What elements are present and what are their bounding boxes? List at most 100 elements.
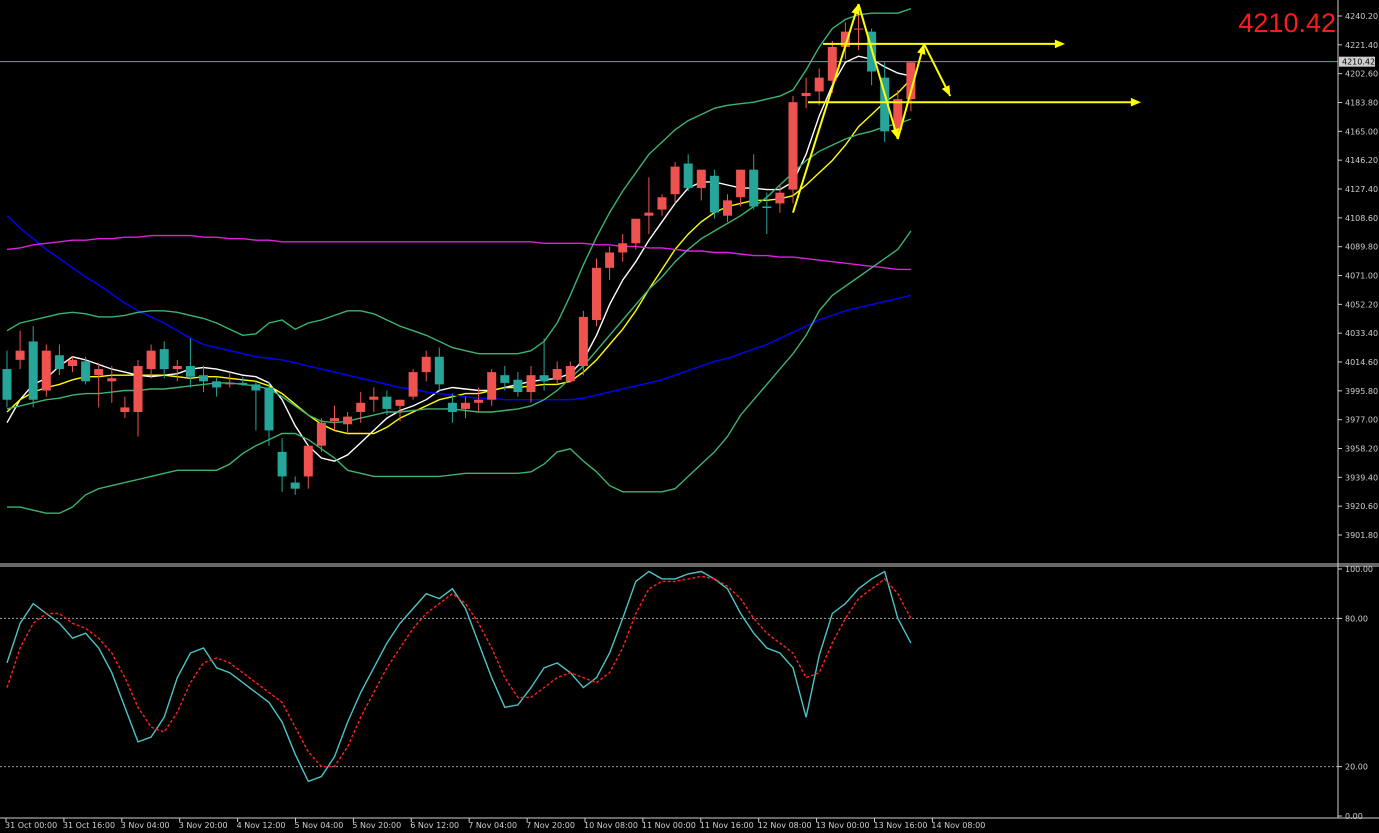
candle-body (762, 206, 772, 209)
candle-body (605, 252, 615, 268)
time-tick-label: 12 Nov 08:00 (758, 821, 812, 830)
projected-path-segment (896, 43, 925, 140)
candle-body (264, 387, 274, 431)
candle-body (54, 355, 64, 370)
time-tick-label: 13 Nov 00:00 (816, 821, 870, 830)
overlay-line-bollinger-4 (6, 7, 912, 355)
overlay-line-ma_slow-2 (6, 215, 912, 401)
oscillator-tick-label: 20.00 (1345, 763, 1368, 772)
current-price-marker-label: 4210.42 (1342, 58, 1375, 67)
time-tick-label: 7 Nov 04:00 (468, 821, 517, 830)
candle-body (28, 341, 38, 400)
candle-body (238, 382, 248, 385)
candle-body (814, 77, 824, 92)
price-tick-label: 4033.40 (1345, 329, 1378, 338)
arrow-head (1054, 39, 1065, 49)
time-tick-label: 11 Nov 00:00 (642, 821, 696, 830)
candle-body (408, 372, 418, 397)
candle-body (277, 451, 287, 477)
price-tick-label: 4146.20 (1345, 156, 1378, 165)
time-tick-label: 14 Nov 08:00 (931, 821, 985, 830)
arrow-head (941, 85, 951, 97)
arrow-head (1130, 97, 1141, 107)
candle-body (683, 163, 693, 189)
candle-body (644, 212, 654, 216)
arrow-head (890, 128, 900, 140)
price-tick-label: 4127.40 (1345, 185, 1378, 194)
candle-body (212, 381, 222, 388)
oscillator-tick-label: 80.00 (1345, 614, 1368, 623)
candle-body (199, 375, 208, 382)
price-tick-label: 4052.20 (1345, 300, 1378, 309)
candle-body (421, 356, 431, 373)
price-tick-label: 4221.40 (1345, 41, 1378, 50)
oscillator-pane (0, 570, 1338, 783)
candle-body (94, 369, 104, 376)
candle-body (15, 350, 25, 360)
candle-body (146, 350, 156, 370)
candle-body (369, 396, 379, 400)
candle-body (578, 316, 588, 366)
price-tick-label: 4089.80 (1345, 243, 1378, 252)
price-pane (0, 3, 1338, 514)
candle-body (120, 407, 130, 412)
candle-body (840, 31, 850, 47)
candle-body (185, 365, 195, 377)
candle-body (723, 200, 732, 216)
time-tick-label: 6 Nov 12:00 (410, 821, 459, 830)
candle-body (880, 77, 890, 132)
time-tick-label: 11 Nov 16:00 (700, 821, 754, 830)
candle-body (801, 92, 811, 97)
arrow-head (917, 43, 926, 55)
candle-body (696, 169, 706, 189)
oscillator-line-stoch_signal (6, 575, 912, 768)
time-tick-label: 4 Nov 12:00 (237, 821, 286, 830)
price-tick-label: 3920.60 (1345, 502, 1378, 511)
projected-path-segment (792, 3, 860, 213)
candle-body (709, 175, 719, 213)
candle-body (749, 169, 759, 207)
time-tick-label: 10 Nov 08:00 (584, 821, 638, 830)
candle-body (395, 399, 405, 406)
candle-body (81, 361, 91, 382)
overlay-line-ma_fast-0 (6, 55, 912, 462)
overlay-line-ma_mid-1 (6, 78, 912, 435)
current-price-label: 4210.42 (1238, 8, 1336, 38)
price-tick-label: 4165.00 (1345, 127, 1378, 136)
oscillator-tick-label: 100.00 (1345, 565, 1373, 574)
candle-body (487, 372, 497, 400)
price-tick-label: 4108.60 (1345, 214, 1378, 223)
candle-body (827, 46, 837, 81)
price-tick-label: 4240.20 (1345, 12, 1378, 21)
candle-body (775, 192, 785, 204)
candle-body (172, 365, 182, 370)
candle-body (906, 62, 916, 100)
candle-body (159, 349, 169, 370)
candle-body (631, 218, 641, 244)
candle-body (552, 369, 562, 380)
price-tick-label: 4071.00 (1345, 272, 1378, 281)
price-tick-label: 4202.60 (1345, 70, 1378, 79)
time-tick-label: 31 Oct 16:00 (63, 821, 115, 830)
candle-body (447, 402, 457, 412)
candle-body (500, 375, 510, 383)
candle-body (316, 422, 326, 446)
candle-body (41, 350, 51, 391)
candle-body (788, 102, 798, 190)
candle-body (670, 166, 680, 195)
candle-body (618, 243, 628, 253)
candle-body (539, 375, 549, 382)
candle-body (68, 359, 77, 366)
candle-body (343, 416, 353, 425)
price-tick-label: 4014.60 (1345, 358, 1378, 367)
candle-body (382, 396, 392, 409)
overlay-line-bollinger-6 (7, 230, 912, 514)
price-tick-label: 4183.80 (1345, 99, 1378, 108)
candle-body (461, 402, 470, 409)
time-tick-label: 3 Nov 20:00 (179, 821, 228, 830)
candle-body (133, 365, 143, 412)
time-tick-label: 5 Nov 20:00 (352, 821, 401, 830)
price-tick-label: 3977.00 (1345, 416, 1378, 425)
